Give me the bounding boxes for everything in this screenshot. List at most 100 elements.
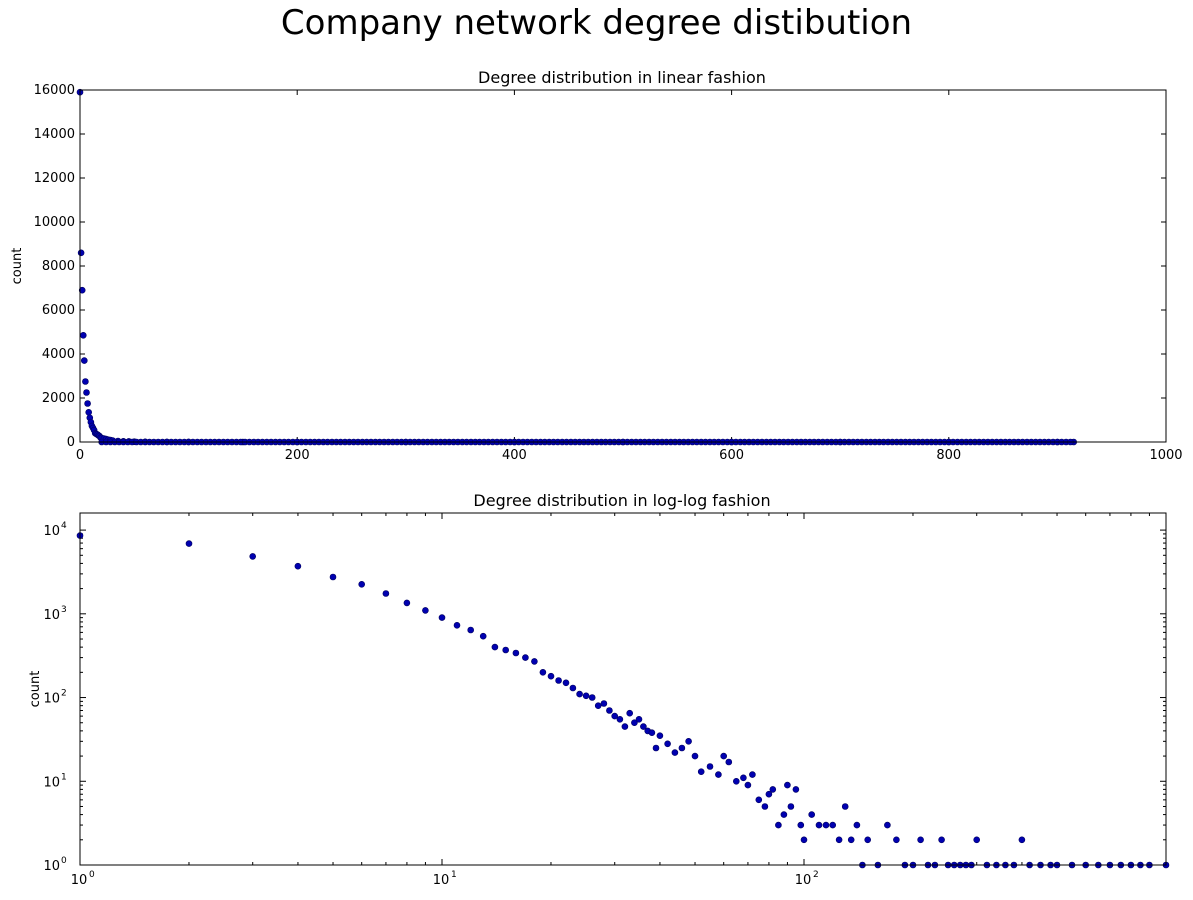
loglog-data-point bbox=[453, 621, 461, 629]
x-tick-label: 400 bbox=[502, 448, 527, 463]
loglog-data-point bbox=[522, 654, 529, 661]
loglog-data-point bbox=[606, 707, 613, 714]
y-tick-label: 4000 bbox=[42, 347, 75, 362]
y-tick-label: 10 bbox=[43, 608, 60, 623]
x-tick-label: 800 bbox=[936, 448, 961, 463]
loglog-data-point bbox=[249, 553, 256, 560]
loglog-data-point bbox=[835, 836, 843, 844]
loglog-data-point bbox=[576, 690, 583, 698]
loglog-data-point bbox=[1018, 836, 1026, 844]
loglog-data-point bbox=[502, 646, 510, 654]
loglog-data-point bbox=[800, 836, 808, 844]
loglog-data-point bbox=[769, 786, 777, 793]
linear-plot-points bbox=[76, 88, 1077, 446]
x-tick-label: 1000 bbox=[1149, 448, 1182, 463]
x-tick-label: 0 bbox=[76, 448, 84, 463]
loglog-data-point bbox=[822, 821, 830, 829]
linear-plot-ticks: 0 200 400 600 800 100002000400060008000100001… bbox=[34, 83, 1183, 463]
loglog-data-point bbox=[648, 729, 656, 737]
loglog-data-point bbox=[600, 700, 608, 707]
x-tick-label: 10 bbox=[795, 873, 812, 888]
loglog-data-point bbox=[917, 836, 924, 844]
loglog-data-point bbox=[358, 580, 366, 588]
y-tick-exponent: 4 bbox=[61, 521, 67, 531]
linear-data-point bbox=[82, 378, 89, 385]
loglog-data-point bbox=[815, 821, 823, 829]
x-tick-exponent: 2 bbox=[813, 870, 819, 880]
loglog-data-point bbox=[732, 777, 740, 785]
loglog-data-point bbox=[588, 694, 596, 701]
y-tick-exponent: 3 bbox=[61, 605, 67, 615]
loglog-plot-points bbox=[76, 532, 1170, 869]
x-tick-exponent: 0 bbox=[89, 870, 95, 880]
y-tick-label: 16000 bbox=[34, 83, 75, 98]
loglog-data-point bbox=[640, 723, 647, 730]
y-tick-label: 10 bbox=[43, 524, 60, 539]
y-tick-label: 10 bbox=[43, 775, 60, 790]
y-tick-label: 2000 bbox=[42, 391, 75, 406]
loglog-data-point bbox=[671, 749, 679, 756]
loglog-data-point bbox=[594, 702, 602, 710]
y-tick-label: 10 bbox=[43, 859, 60, 874]
loglog-data-point bbox=[808, 811, 816, 818]
loglog-data-point bbox=[635, 715, 643, 723]
linear-data-point bbox=[83, 389, 90, 396]
loglog-plot-ylabel: count bbox=[28, 671, 43, 708]
x-tick-label: 10 bbox=[71, 873, 88, 888]
loglog-data-point bbox=[294, 562, 302, 570]
loglog-data-point bbox=[884, 821, 891, 829]
loglog-data-point bbox=[765, 790, 773, 798]
x-tick-label: 600 bbox=[719, 448, 744, 463]
loglog-data-point bbox=[512, 649, 520, 657]
y-tick-label: 14000 bbox=[34, 127, 75, 142]
loglog-data-point bbox=[382, 590, 390, 597]
y-tick-exponent: 2 bbox=[61, 689, 67, 699]
y-tick-label: 8000 bbox=[42, 259, 75, 274]
loglog-data-point bbox=[467, 626, 475, 634]
loglog-data-point bbox=[569, 684, 577, 692]
loglog-data-point bbox=[780, 811, 788, 818]
loglog-plot-ticks: 10 0 10 1 10 210 010 110 210 310 4 bbox=[43, 513, 1166, 888]
loglog-data-point bbox=[547, 672, 555, 680]
loglog-data-point bbox=[422, 607, 429, 614]
linear-data-point bbox=[85, 408, 92, 416]
loglog-data-point bbox=[784, 781, 791, 789]
loglog-data-point bbox=[775, 821, 782, 829]
loglog-data-point bbox=[792, 786, 800, 793]
loglog-data-point bbox=[616, 715, 624, 723]
loglog-data-point bbox=[797, 821, 805, 829]
linear-data-point bbox=[81, 357, 88, 364]
loglog-data-point bbox=[841, 803, 849, 810]
loglog-data-point bbox=[973, 836, 981, 844]
y-tick-label: 6000 bbox=[42, 303, 75, 318]
loglog-data-point bbox=[720, 752, 728, 760]
loglog-data-point bbox=[652, 744, 660, 752]
loglog-data-point bbox=[539, 668, 547, 676]
loglog-data-point bbox=[678, 744, 686, 752]
loglog-data-point bbox=[829, 821, 837, 829]
y-tick-exponent: 0 bbox=[61, 856, 67, 866]
loglog-data-point bbox=[893, 836, 900, 844]
y-tick-label: 10000 bbox=[34, 215, 75, 230]
linear-data-point bbox=[77, 249, 85, 257]
loglog-data-point bbox=[438, 614, 446, 621]
loglog-data-point bbox=[491, 643, 499, 651]
loglog-data-point bbox=[329, 573, 337, 581]
loglog-data-point bbox=[531, 658, 538, 665]
loglog-data-point bbox=[631, 719, 638, 727]
loglog-data-point bbox=[626, 709, 634, 717]
loglog-data-point bbox=[938, 836, 945, 844]
linear-data-point bbox=[84, 400, 91, 407]
loglog-data-point bbox=[697, 768, 705, 776]
loglog-data-point bbox=[787, 803, 795, 810]
loglog-data-point bbox=[562, 679, 570, 687]
loglog-data-point bbox=[853, 821, 861, 829]
loglog-data-point bbox=[755, 796, 763, 804]
y-tick-exponent: 1 bbox=[61, 772, 67, 782]
x-tick-exponent: 1 bbox=[451, 870, 457, 880]
loglog-data-point bbox=[847, 836, 855, 844]
loglog-data-point bbox=[685, 737, 692, 745]
loglog-data-point bbox=[611, 712, 619, 720]
y-tick-label: 12000 bbox=[34, 171, 75, 186]
